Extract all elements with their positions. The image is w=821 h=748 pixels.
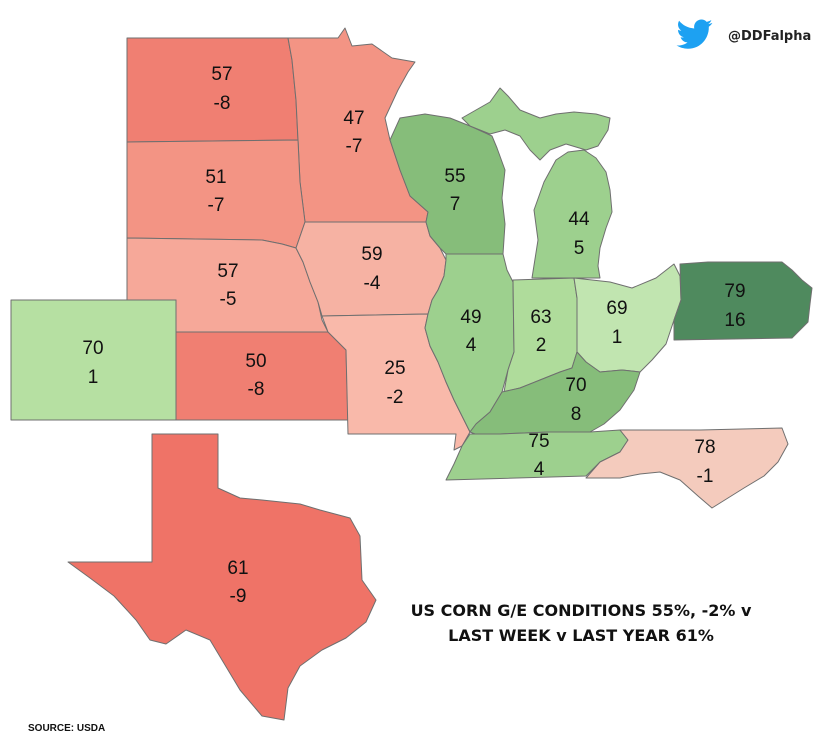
state-michigan-lower <box>531 149 613 279</box>
mo-change: -2 <box>387 387 404 408</box>
co-change: 1 <box>88 367 99 388</box>
nd-change: -8 <box>214 93 231 114</box>
nc-change: -1 <box>697 466 714 487</box>
pa-score: 79 <box>724 281 745 302</box>
ks-score: 50 <box>245 351 266 372</box>
tn-change: 4 <box>534 459 545 480</box>
state-kansas <box>175 331 349 421</box>
state-texas <box>67 433 377 721</box>
state-pennsylvania <box>673 261 813 341</box>
tx-change: -9 <box>230 586 247 607</box>
ia-score: 59 <box>361 244 382 265</box>
il-change: 4 <box>466 335 477 356</box>
state-south-dakota <box>126 139 306 249</box>
nd-score: 57 <box>211 64 232 85</box>
in-score: 63 <box>530 307 551 328</box>
il-score: 49 <box>460 307 481 328</box>
mn-score: 47 <box>343 108 364 129</box>
mn-change: -7 <box>346 136 363 157</box>
pa-change: 16 <box>724 310 745 331</box>
sd-change: -7 <box>208 195 225 216</box>
mo-score: 25 <box>384 358 405 379</box>
headline-line-1: US CORN G/E CONDITIONS 55%, -2% v <box>411 601 752 620</box>
sd-score: 51 <box>205 167 226 188</box>
oh-score: 69 <box>606 298 627 319</box>
mi-change: 5 <box>574 238 585 259</box>
state-michigan-upper <box>461 87 611 161</box>
state-colorado <box>10 299 177 421</box>
state-north-dakota <box>126 37 299 143</box>
state-north-carolina <box>585 427 789 509</box>
ne-score: 57 <box>217 261 238 282</box>
ia-change: -4 <box>364 273 381 294</box>
ky-score: 70 <box>565 375 586 396</box>
oh-change: 1 <box>612 327 623 348</box>
state-kentucky <box>469 351 641 435</box>
twitter-handle[interactable]: @DDFalpha <box>728 29 811 44</box>
twitter-bird-icon <box>676 19 713 49</box>
mi-score: 44 <box>568 209 590 230</box>
in-change: 2 <box>536 335 547 356</box>
ne-change: -5 <box>220 289 237 310</box>
co-score: 70 <box>82 338 103 359</box>
nc-score: 78 <box>694 437 715 458</box>
wi-score: 55 <box>444 166 465 187</box>
tn-score: 75 <box>528 431 549 452</box>
ky-change: 8 <box>571 404 582 425</box>
source-note: SOURCE: USDA <box>28 723 105 734</box>
tx-score: 61 <box>227 558 248 579</box>
ks-change: -8 <box>248 379 265 400</box>
wi-change: 7 <box>450 194 461 215</box>
state-iowa <box>295 221 447 317</box>
headline-line-2: LAST WEEK v LAST YEAR 61% <box>448 626 714 645</box>
